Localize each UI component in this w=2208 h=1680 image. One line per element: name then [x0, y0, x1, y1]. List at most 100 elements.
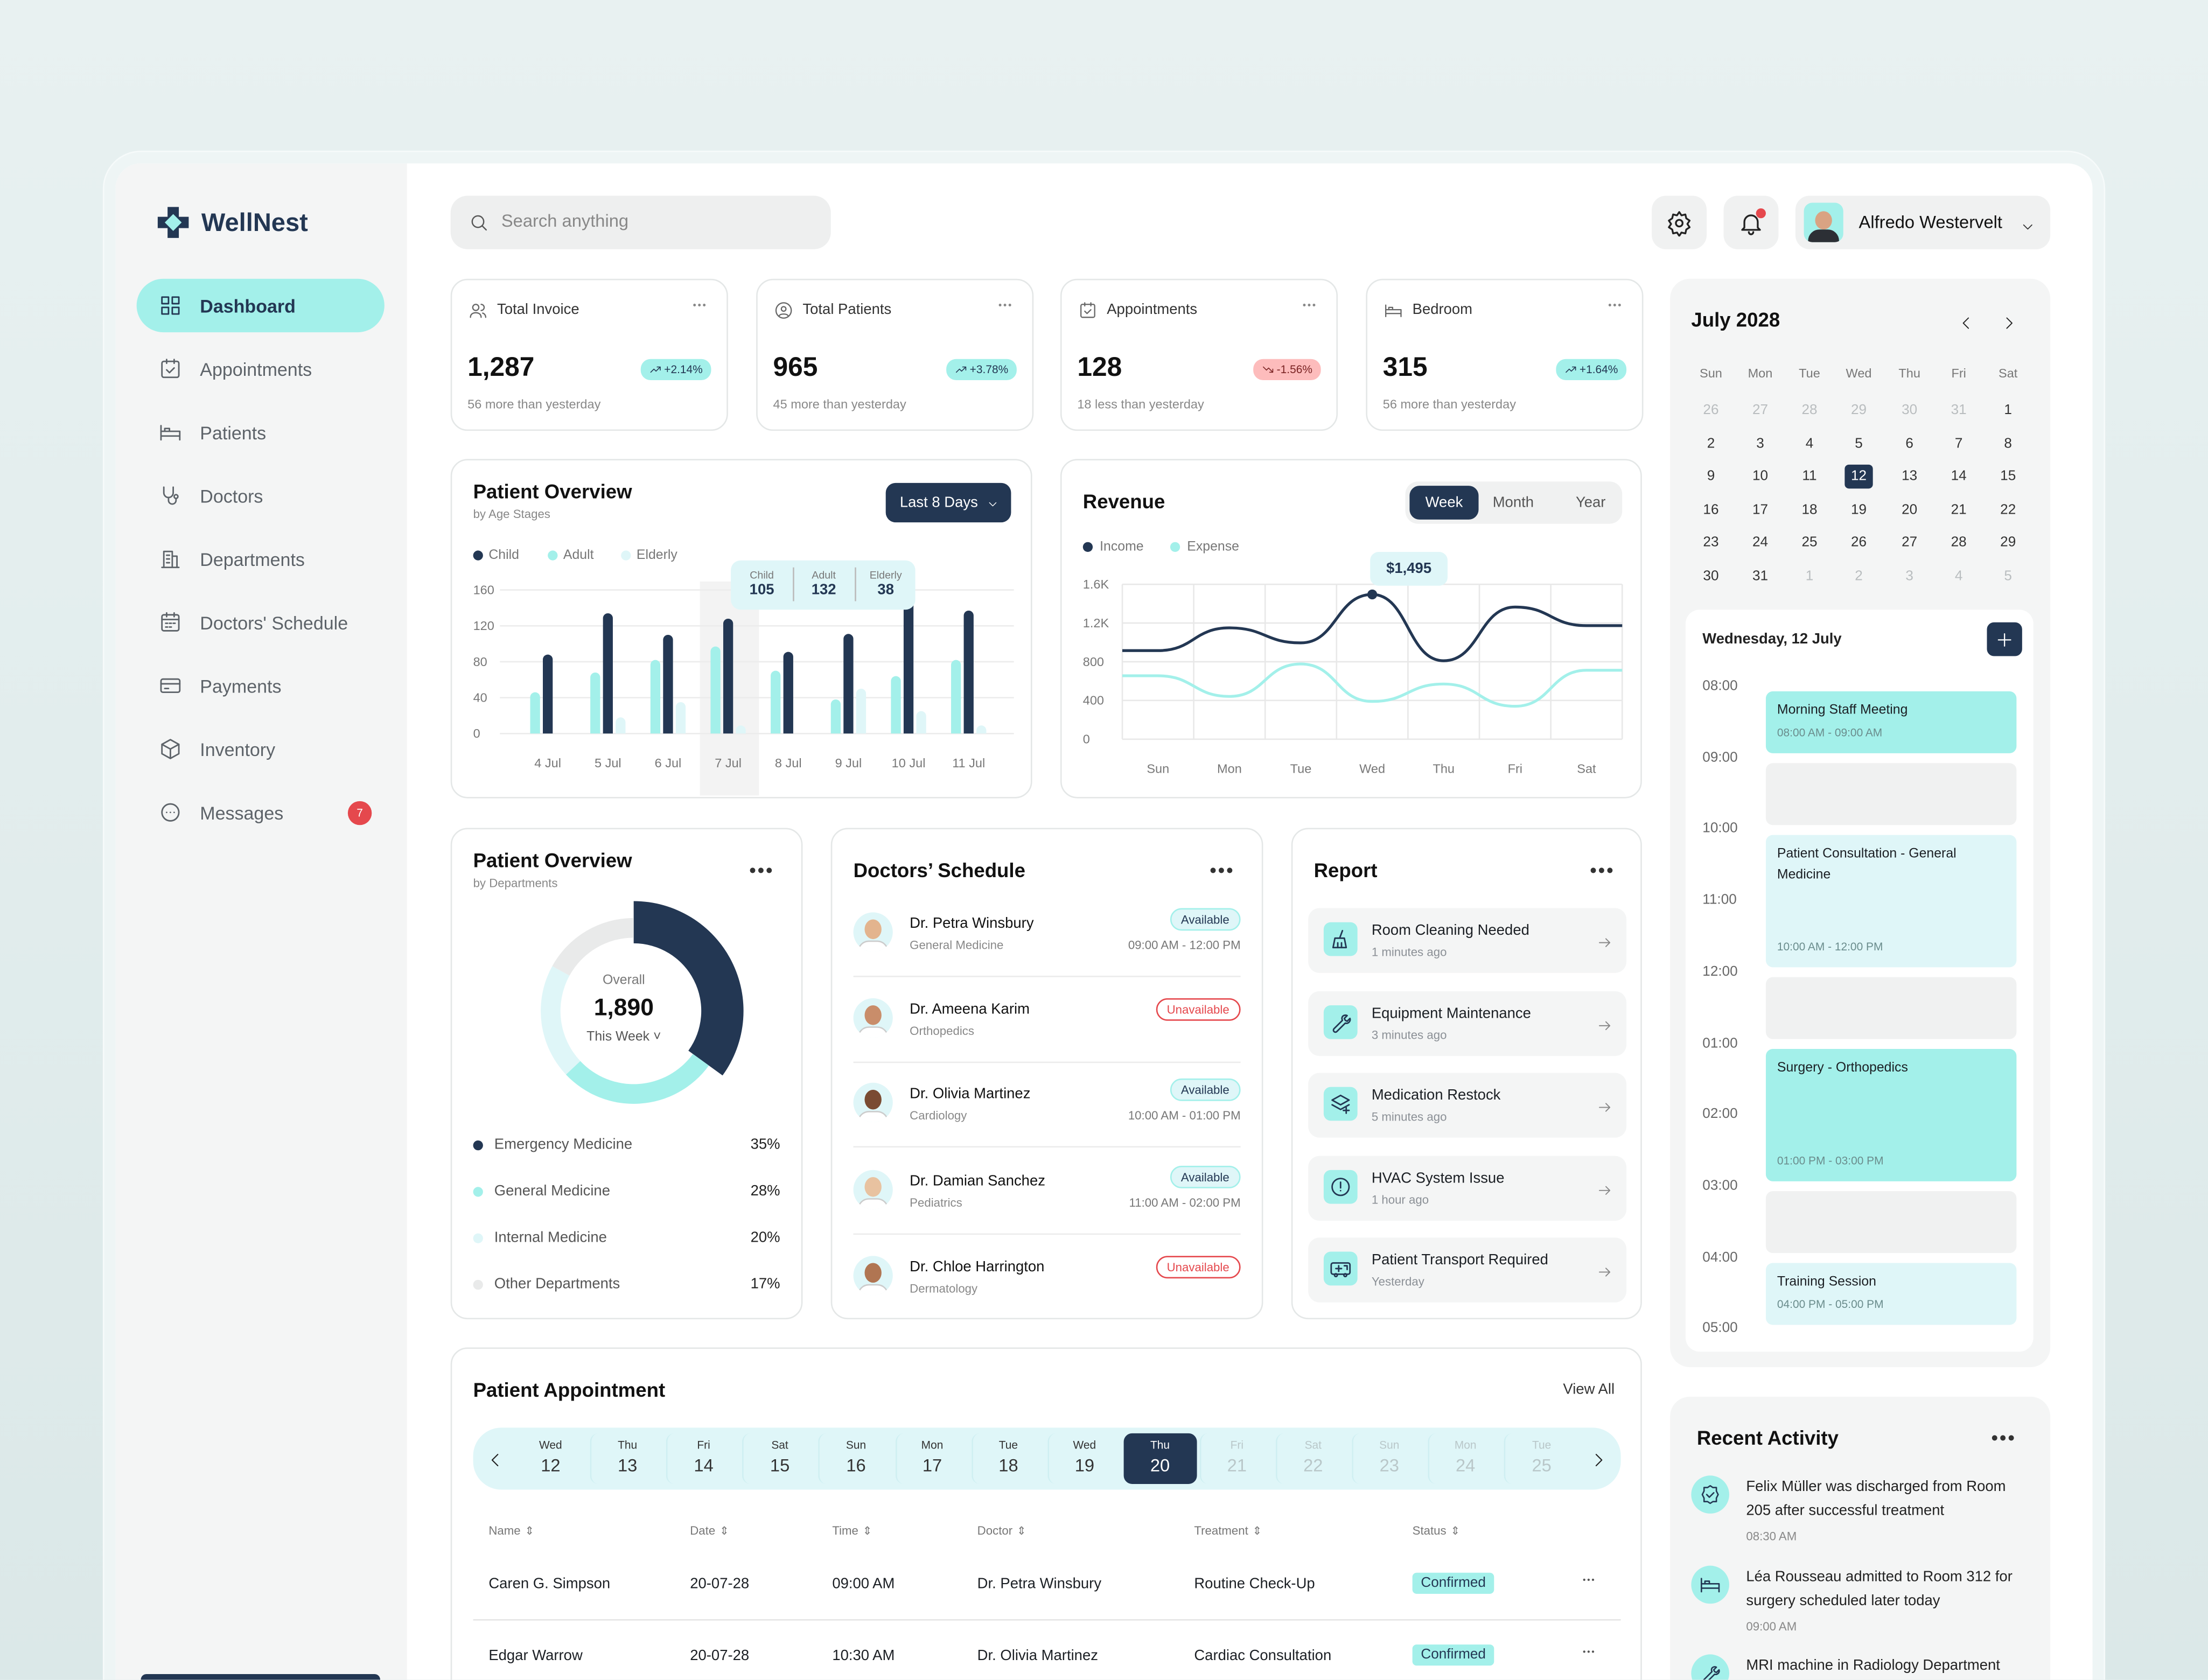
tab-week[interactable]: Week: [1409, 486, 1479, 520]
calendar-day[interactable]: 3: [1756, 436, 1764, 452]
search-bar[interactable]: Search anything: [450, 195, 831, 249]
date-chip[interactable]: Fri 14: [666, 1433, 739, 1484]
calendar-day[interactable]: 4: [1805, 436, 1814, 452]
calendar-day[interactable]: 27: [1752, 402, 1769, 418]
date-chip[interactable]: Sat 15: [742, 1433, 816, 1484]
calendar-day[interactable]: 24: [1752, 535, 1769, 551]
calendar-day[interactable]: 27: [1902, 535, 1918, 551]
schedule-event[interactable]: Training Session 04:00 PM - 05:00 PM: [1765, 1263, 2017, 1325]
more-options-button[interactable]: •••: [1210, 859, 1235, 881]
schedule-event[interactable]: Patient Consultation - General Medicine 1…: [1765, 835, 2017, 968]
date-chip[interactable]: Tue 18: [971, 1433, 1044, 1484]
calendar-day[interactable]: 1: [1805, 568, 1814, 584]
date-chip[interactable]: Tue 25: [1504, 1433, 1577, 1484]
tab-month[interactable]: Month: [1492, 494, 1534, 512]
view-all-link[interactable]: View All: [1563, 1381, 1615, 1398]
calendar-day[interactable]: 16: [1703, 502, 1719, 517]
calendar-day[interactable]: 31: [1951, 402, 1967, 418]
calendar-day[interactable]: 4: [1954, 568, 1963, 584]
sidebar-item-inventory[interactable]: Inventory: [137, 722, 385, 775]
schedule-event[interactable]: Surgery - Orthopedics 01:00 PM - 03:00 PM: [1765, 1049, 2017, 1181]
search-input[interactable]: Search anything: [501, 211, 629, 231]
report-item[interactable]: Medication Restock 5 minutes ago: [1308, 1073, 1627, 1138]
sidebar-item-dashboard[interactable]: Dashboard: [136, 278, 385, 333]
calendar-day[interactable]: 2: [1707, 436, 1715, 452]
calendar-day[interactable]: 10: [1752, 468, 1769, 485]
more-options-button[interactable]: •••: [1991, 1426, 2016, 1449]
empty-slot[interactable]: [1765, 763, 2017, 825]
donut-period-dropdown[interactable]: This Week ˅: [586, 1029, 661, 1045]
more-options-button[interactable]: •••: [693, 301, 708, 311]
calendar-day[interactable]: 29: [2000, 535, 2016, 551]
date-chip[interactable]: Mon 17: [895, 1433, 968, 1484]
date-chip[interactable]: Wed 12: [514, 1433, 587, 1484]
report-item[interactable]: Equipment Maintenance 3 minutes ago: [1308, 991, 1627, 1056]
calendar-day[interactable]: 15: [2000, 468, 2016, 485]
date-chip[interactable]: Thu 13: [590, 1433, 663, 1484]
calendar-day[interactable]: 26: [1850, 535, 1867, 551]
calendar-day[interactable]: 12: [1844, 464, 1873, 489]
sidebar-footer-button[interactable]: [141, 1674, 380, 1680]
column-header-name[interactable]: Name ⇕: [488, 1523, 534, 1537]
user-menu[interactable]: Alfredo Westervelt: [1795, 195, 2051, 249]
calendar-day[interactable]: 11: [1802, 468, 1817, 485]
chevron-right-icon[interactable]: [1590, 1450, 1606, 1467]
date-chip[interactable]: Mon 24: [1428, 1433, 1501, 1484]
sidebar-item-messages[interactable]: Messages 7: [137, 786, 385, 839]
calendar-day[interactable]: 29: [1850, 402, 1867, 418]
more-options-button[interactable]: •••: [1590, 859, 1615, 881]
calendar-day[interactable]: 3: [1905, 568, 1913, 584]
calendar-day[interactable]: 14: [1951, 468, 1967, 485]
calendar-day[interactable]: 21: [1951, 502, 1967, 517]
calendar-day[interactable]: 19: [1850, 502, 1867, 517]
calendar-day[interactable]: 22: [2000, 502, 2016, 517]
sidebar-item-appointments[interactable]: Appointments: [137, 342, 385, 395]
chevron-left-icon[interactable]: [487, 1450, 504, 1467]
date-chip[interactable]: Sat 22: [1276, 1433, 1349, 1484]
empty-slot[interactable]: [1765, 1191, 2017, 1254]
date-range-dropdown[interactable]: Last 8 Days: [885, 482, 1011, 523]
date-chip[interactable]: Sun 23: [1352, 1433, 1425, 1484]
calendar-day[interactable]: 28: [1951, 535, 1967, 551]
calendar-day[interactable]: 31: [1752, 568, 1769, 584]
date-chip[interactable]: Sun 16: [819, 1433, 892, 1484]
calendar-day[interactable]: 17: [1752, 502, 1769, 517]
schedule-event[interactable]: Morning Staff Meeting 08:00 AM - 09:00 AM: [1765, 691, 2017, 753]
notifications-button[interactable]: [1723, 195, 1779, 249]
more-options-button[interactable]: •••: [998, 301, 1013, 311]
calendar-day[interactable]: 13: [1902, 468, 1918, 485]
more-options-button[interactable]: •••: [1302, 301, 1317, 311]
calendar-day[interactable]: 20: [1902, 502, 1918, 517]
calendar-day[interactable]: 26: [1703, 402, 1719, 418]
more-options-button[interactable]: •••: [749, 859, 774, 881]
calendar-day[interactable]: 5: [1855, 436, 1863, 452]
column-header-date[interactable]: Date ⇕: [690, 1523, 729, 1537]
sidebar-item-payments[interactable]: Payments: [137, 659, 385, 712]
column-header-time[interactable]: Time ⇕: [832, 1523, 872, 1537]
calendar-day[interactable]: 5: [2004, 568, 2012, 584]
column-header-treatment[interactable]: Treatment ⇕: [1194, 1523, 1262, 1537]
report-item[interactable]: HVAC System Issue 1 hour ago: [1308, 1156, 1627, 1221]
sidebar-item-patients[interactable]: Patients: [137, 405, 385, 459]
calendar-day[interactable]: 1: [2004, 402, 2012, 418]
calendar-day[interactable]: 28: [1801, 402, 1818, 418]
sidebar-item-doctors[interactable]: Doctors: [137, 469, 385, 522]
row-actions-button[interactable]: •••: [1583, 1648, 1596, 1657]
report-item[interactable]: Room Cleaning Needed 1 minutes ago: [1308, 908, 1627, 973]
calendar-day[interactable]: 9: [1707, 468, 1715, 485]
empty-slot[interactable]: [1765, 977, 2017, 1039]
sidebar-item-departments[interactable]: Departments: [137, 532, 385, 585]
calendar-day[interactable]: 25: [1801, 535, 1818, 551]
date-chip[interactable]: Fri 21: [1199, 1433, 1273, 1484]
calendar-day[interactable]: 2: [1855, 568, 1863, 584]
date-chip[interactable]: Thu 20: [1123, 1433, 1197, 1484]
date-chip[interactable]: Wed 19: [1047, 1433, 1121, 1484]
calendar-day[interactable]: 6: [1905, 436, 1913, 452]
report-item[interactable]: Patient Transport Required Yesterday: [1308, 1237, 1627, 1303]
calendar-day[interactable]: 7: [1954, 436, 1963, 452]
column-header-status[interactable]: Status ⇕: [1413, 1523, 1460, 1537]
sidebar-item-doctors-schedule[interactable]: Doctors' Schedule: [137, 596, 385, 649]
calendar-day[interactable]: 8: [2004, 436, 2012, 452]
prev-month-button[interactable]: [1959, 312, 1974, 329]
calendar-day[interactable]: 18: [1801, 502, 1818, 517]
